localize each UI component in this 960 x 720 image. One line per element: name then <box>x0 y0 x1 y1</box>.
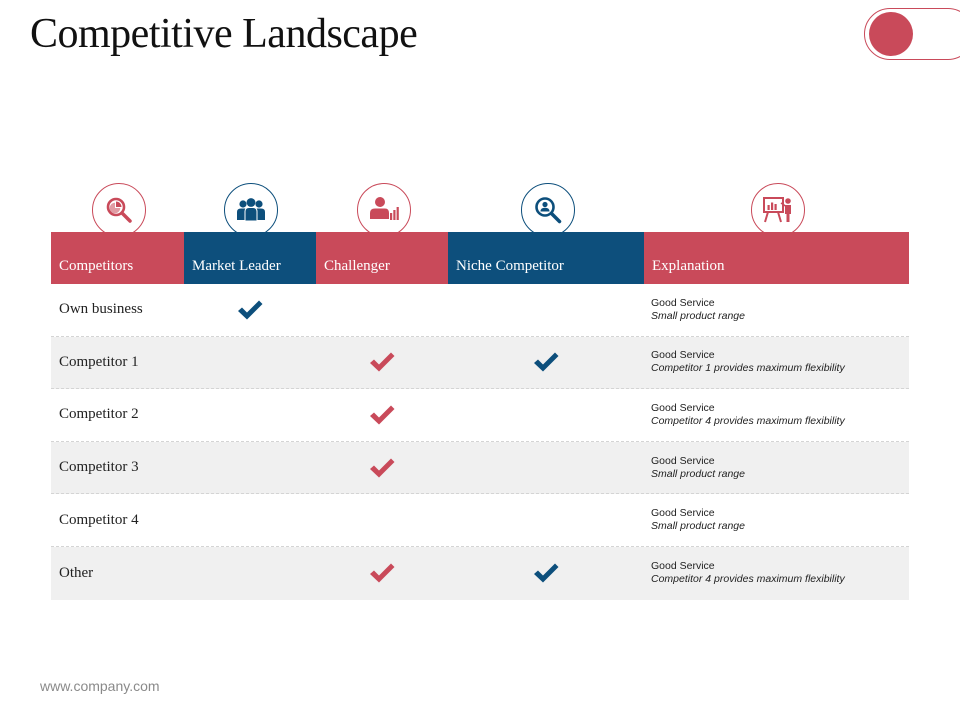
table-body: Own business Good Service Small product ra… <box>51 284 909 600</box>
niche-competitor-cell <box>448 442 644 494</box>
toggle-knob[interactable] <box>869 12 913 56</box>
magnifier-person-icon <box>521 183 575 237</box>
explanation-cell: Good Service Competitor 4 provides maximu… <box>644 547 909 600</box>
niche-competitor-cell <box>448 494 644 546</box>
checkmark-icon <box>368 350 396 374</box>
page-title: Competitive Landscape <box>30 11 418 57</box>
competitive-table: Competitors Market Leader Challenger Nic… <box>51 232 909 600</box>
explanation-detail: Small product range <box>651 520 745 533</box>
explanation-detail: Competitor 1 provides maximum flexibilit… <box>651 362 845 375</box>
challenger-cell <box>316 442 448 494</box>
challenger-cell <box>316 389 448 441</box>
table-header: Competitors Market Leader Challenger Nic… <box>51 232 909 284</box>
niche-competitor-cell <box>448 389 644 441</box>
market-leader-cell <box>184 442 316 494</box>
explanation-title: Good Service <box>651 401 715 414</box>
column-header-niche-competitor: Niche Competitor <box>448 232 644 284</box>
table-row: Competitor 4 Good Service Small product ra… <box>51 494 909 547</box>
competitor-name: Competitor 1 <box>59 353 139 370</box>
competitor-name: Competitor 2 <box>59 406 139 423</box>
toggle-switch[interactable] <box>864 8 960 60</box>
explanation-cell: Good Service Small product range <box>644 284 909 336</box>
market-leader-cell <box>184 284 316 336</box>
niche-competitor-cell <box>448 547 644 600</box>
explanation-cell: Good Service Small product range <box>644 494 909 546</box>
checkmark-icon <box>368 403 396 427</box>
market-leader-cell <box>184 389 316 441</box>
niche-competitor-cell <box>448 337 644 389</box>
table-row: Own business Good Service Small product ra… <box>51 284 909 337</box>
checkmark-icon <box>368 456 396 480</box>
explanation-cell: Good Service Small product range <box>644 442 909 494</box>
challenger-cell <box>316 337 448 389</box>
magnifier-pie-chart-icon <box>92 183 146 237</box>
explanation-detail: Competitor 4 provides maximum flexibilit… <box>651 414 845 427</box>
market-leader-cell <box>184 494 316 546</box>
challenger-cell <box>316 284 448 336</box>
niche-competitor-cell <box>448 284 644 336</box>
explanation-detail: Small product range <box>651 309 745 322</box>
competitor-name: Competitor 3 <box>59 459 139 476</box>
explanation-title: Good Service <box>651 349 715 362</box>
explanation-detail: Competitor 4 provides maximum flexibilit… <box>651 573 845 586</box>
checkmark-icon <box>236 298 264 322</box>
explanation-cell: Good Service Competitor 4 provides maximu… <box>644 389 909 441</box>
column-header-competitors: Competitors <box>51 232 184 284</box>
column-header-explanation: Explanation <box>644 232 909 284</box>
market-leader-cell <box>184 337 316 389</box>
column-header-challenger: Challenger <box>316 232 448 284</box>
checkmark-icon <box>532 350 560 374</box>
checkmark-icon <box>368 561 396 585</box>
table-row: Competitor 2 Good Service Competitor 4 pro… <box>51 389 909 442</box>
market-leader-cell <box>184 547 316 600</box>
explanation-title: Good Service <box>651 454 715 467</box>
footer-website: www.company.com <box>40 678 160 694</box>
explanation-title: Good Service <box>651 507 715 520</box>
challenger-cell <box>316 547 448 600</box>
explanation-detail: Small product range <box>651 467 745 480</box>
explanation-title: Good Service <box>651 296 715 309</box>
column-header-market-leader: Market Leader <box>184 232 316 284</box>
explanation-cell: Good Service Competitor 1 provides maximu… <box>644 337 909 389</box>
table-row: Competitor 3 Good Service Small product ra… <box>51 441 909 495</box>
competitor-name: Competitor 4 <box>59 511 139 528</box>
table-row: Other Good Service Competitor 4 provides m… <box>51 546 909 600</box>
table-row: Competitor 1 Good Service Competitor 1 pro… <box>51 336 909 390</box>
person-bar-chart-icon <box>357 183 411 237</box>
checkmark-icon <box>532 561 560 585</box>
competitor-name: Other <box>59 564 94 581</box>
presenter-board-icon <box>751 183 805 237</box>
explanation-title: Good Service <box>651 560 715 573</box>
competitor-name: Own business <box>59 301 143 318</box>
team-group-icon <box>224 183 278 237</box>
challenger-cell <box>316 494 448 546</box>
